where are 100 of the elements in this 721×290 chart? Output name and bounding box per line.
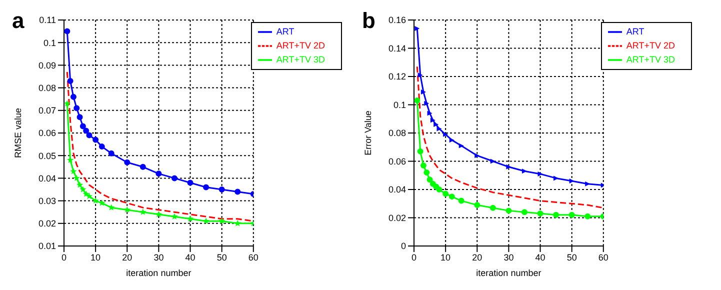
point bbox=[458, 198, 464, 204]
point bbox=[426, 176, 433, 183]
point bbox=[424, 100, 430, 106]
point bbox=[73, 174, 80, 182]
point bbox=[522, 168, 527, 174]
y-tick-label: 0.03 bbox=[38, 196, 56, 206]
y-tick-label: 0.12 bbox=[388, 72, 406, 82]
x-tick-label: 60 bbox=[598, 252, 608, 262]
point bbox=[474, 202, 480, 208]
point bbox=[234, 220, 241, 226]
point bbox=[156, 170, 162, 177]
y-tick-label: 0.08 bbox=[388, 128, 406, 138]
point bbox=[64, 100, 70, 106]
point bbox=[424, 170, 430, 176]
y-tick-label: 0.04 bbox=[38, 173, 56, 184]
y-tick-label: 0 bbox=[400, 241, 406, 252]
y-tick-label: 0.06 bbox=[38, 128, 56, 138]
point bbox=[218, 186, 225, 192]
point bbox=[584, 213, 591, 220]
point bbox=[80, 186, 86, 192]
y-tick-label: 0.09 bbox=[38, 60, 56, 70]
y-tick-label: 0.01 bbox=[38, 241, 56, 252]
point bbox=[569, 178, 574, 184]
y-tick-label: 0.1 bbox=[43, 38, 56, 48]
point bbox=[458, 143, 464, 148]
point bbox=[171, 175, 178, 182]
y-tick-label: 0.08 bbox=[38, 82, 56, 93]
point bbox=[537, 210, 544, 217]
line-series bbox=[416, 66, 604, 209]
point bbox=[108, 150, 114, 156]
point bbox=[506, 164, 512, 170]
x-tick-label: 50 bbox=[216, 252, 227, 262]
point bbox=[443, 132, 448, 137]
x-axis-title: iteration number bbox=[126, 268, 192, 278]
x-tick-label: 40 bbox=[185, 252, 196, 262]
point bbox=[98, 144, 105, 150]
point bbox=[490, 158, 496, 164]
y-axis-title: RMSE value bbox=[13, 108, 24, 158]
x-tick-label: 10 bbox=[90, 252, 101, 262]
point bbox=[448, 194, 455, 200]
point bbox=[74, 105, 80, 112]
legend-label: ART+TV 3D bbox=[626, 54, 675, 64]
legend-label: ART bbox=[276, 26, 294, 36]
point bbox=[66, 156, 74, 163]
point bbox=[203, 184, 210, 190]
point bbox=[414, 98, 420, 104]
x-tick-label: 60 bbox=[248, 252, 258, 262]
point bbox=[506, 208, 512, 214]
point bbox=[155, 210, 162, 218]
x-tick-label: 0 bbox=[411, 252, 417, 262]
point bbox=[76, 114, 83, 120]
point bbox=[124, 206, 130, 213]
point bbox=[76, 181, 84, 188]
point bbox=[553, 212, 560, 218]
point bbox=[474, 153, 480, 158]
point bbox=[67, 78, 74, 84]
point bbox=[417, 148, 424, 154]
point bbox=[80, 123, 86, 130]
point bbox=[568, 212, 575, 218]
point bbox=[430, 118, 436, 123]
point bbox=[86, 192, 93, 200]
point bbox=[83, 128, 90, 134]
chart-title: b bbox=[362, 8, 376, 34]
y-tick-label: 0.11 bbox=[39, 15, 56, 26]
point bbox=[202, 218, 210, 224]
x-tick-label: 20 bbox=[472, 252, 482, 262]
point bbox=[436, 126, 442, 132]
point bbox=[70, 94, 76, 100]
y-tick-label: 0.02 bbox=[38, 218, 56, 229]
point bbox=[70, 168, 77, 174]
y-tick-label: 0.06 bbox=[388, 156, 406, 166]
point bbox=[140, 164, 146, 170]
y-tick-label: 0.1 bbox=[393, 100, 406, 110]
x-axis-title: iteration number bbox=[476, 268, 542, 278]
point bbox=[86, 132, 92, 138]
point bbox=[420, 162, 426, 168]
point bbox=[186, 215, 194, 222]
y-tick-label: 0.07 bbox=[38, 106, 56, 116]
legend-label: ART+TV 3D bbox=[276, 54, 325, 64]
point bbox=[436, 186, 442, 192]
point bbox=[64, 28, 70, 34]
x-tick-label: 20 bbox=[122, 252, 132, 262]
point bbox=[442, 190, 449, 197]
point bbox=[414, 26, 420, 31]
point bbox=[521, 209, 528, 216]
point bbox=[449, 138, 454, 143]
point bbox=[434, 122, 439, 128]
y-tick-label: 0.04 bbox=[388, 184, 406, 195]
point bbox=[420, 90, 426, 95]
point bbox=[92, 136, 99, 143]
point bbox=[490, 204, 496, 211]
x-tick-label: 10 bbox=[440, 252, 451, 262]
x-tick-label: 50 bbox=[566, 252, 577, 262]
x-tick-label: 0 bbox=[61, 252, 67, 262]
point bbox=[171, 213, 178, 220]
chart-title: a bbox=[12, 8, 24, 34]
point bbox=[187, 180, 194, 186]
y-axis-title: Error Value bbox=[363, 110, 374, 156]
x-tick-label: 40 bbox=[535, 252, 546, 262]
y-tick-label: 0.05 bbox=[38, 150, 56, 161]
